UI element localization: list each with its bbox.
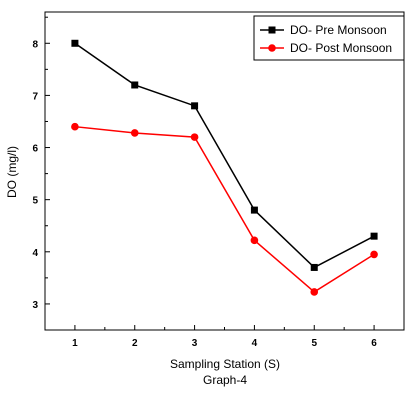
data-point (370, 232, 378, 240)
data-point (310, 288, 319, 296)
data-point (130, 129, 139, 137)
legend-marker (268, 26, 276, 34)
x-tick-label: 1 (72, 338, 78, 349)
legend-marker (268, 44, 276, 52)
data-point (191, 102, 199, 110)
x-tick-label: 6 (371, 338, 377, 349)
data-point (250, 206, 258, 214)
data-point (71, 39, 79, 47)
x-tick-label: 4 (252, 338, 258, 349)
y-tick-label: 8 (32, 39, 38, 50)
y-tick-label: 4 (32, 248, 38, 259)
series-line (74, 42, 375, 269)
x-tick-label: 5 (311, 338, 317, 349)
y-tick-label: 7 (32, 91, 38, 102)
x-tick-label: 3 (192, 338, 198, 349)
y-tick-label: 5 (32, 196, 38, 207)
data-point (190, 133, 199, 141)
x-axis-label: Sampling Station (S) (170, 357, 280, 371)
axis-ticks: 1 2 3 4 5 6 3 4 5 6 7 8 (32, 16, 405, 349)
legend-item: DO- Pre Monsoon (260, 23, 387, 37)
x-tick-label: 2 (132, 338, 138, 349)
legend-item: DO- Post Monsoon (260, 41, 392, 55)
data-point (71, 122, 79, 131)
data-point (370, 250, 378, 259)
legend-box (253, 15, 405, 61)
legend: DO- Pre Monsoon DO- Post Monsoon (253, 15, 405, 61)
series-layer (71, 39, 378, 296)
series-line (74, 125, 375, 293)
y-axis-label: DO (mg/l) (5, 146, 19, 198)
chart-caption: Graph-4 (203, 373, 247, 387)
y-tick-label: 6 (32, 144, 38, 155)
data-point (131, 81, 139, 89)
y-tick-label: 3 (32, 300, 38, 311)
legend-label: DO- Post Monsoon (290, 41, 392, 55)
legend-label: DO- Pre Monsoon (290, 23, 387, 37)
series-2 (71, 122, 378, 296)
data-point (250, 236, 259, 245)
data-point (310, 263, 318, 271)
series-1 (71, 39, 378, 271)
